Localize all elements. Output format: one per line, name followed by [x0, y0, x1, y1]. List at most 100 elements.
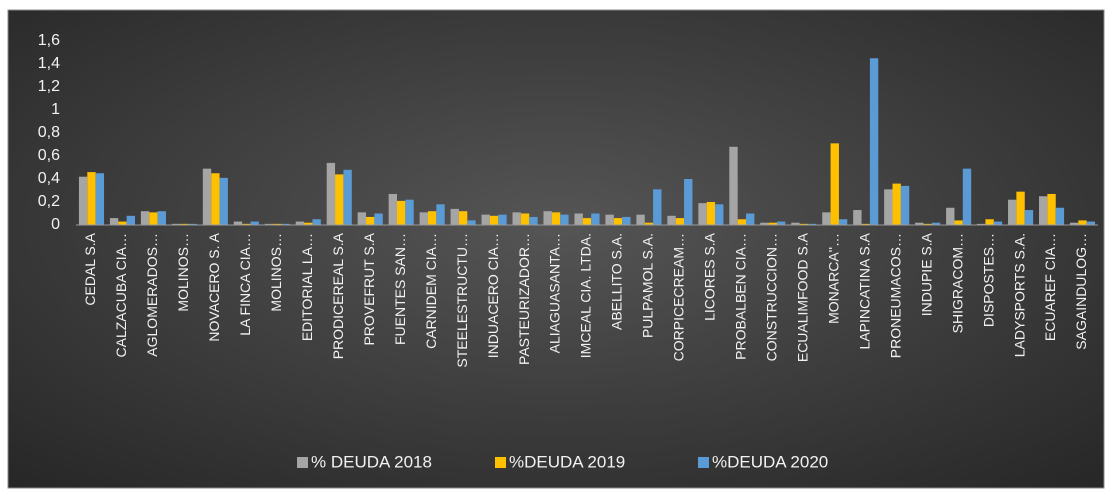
bar: [667, 215, 676, 225]
x-tick-label: CARNIDEM CIA…: [423, 233, 439, 349]
x-tick-label: DISPOSTES…: [980, 233, 996, 327]
bar: [582, 218, 592, 225]
bar: [954, 220, 963, 225]
bar: [706, 202, 716, 225]
bar: [481, 214, 490, 225]
bar: [335, 174, 344, 225]
bar: [1047, 193, 1056, 225]
bar: [304, 222, 313, 225]
x-tick-label: MOLINOS…: [175, 233, 191, 312]
bar: [737, 219, 747, 225]
bar: [830, 143, 839, 225]
bar: [977, 223, 986, 225]
bar: [729, 146, 738, 225]
bar: [366, 216, 375, 225]
bar: [861, 223, 870, 225]
bar: [1024, 210, 1034, 225]
bar: [281, 223, 290, 225]
y-tick-label: 1: [51, 101, 60, 118]
bar: [551, 212, 561, 225]
x-tick-label: INDUPIE S.A: [918, 232, 934, 316]
x-tick-label: STEELESTRUCTU…: [454, 233, 470, 368]
bar: [1008, 199, 1017, 225]
bar: [273, 223, 282, 225]
bar: [807, 223, 817, 225]
bar: [171, 223, 181, 225]
bar: [219, 177, 228, 225]
bar: [126, 215, 135, 225]
bar: [202, 168, 212, 225]
x-tick-label: ECUALIMFOOD S.A: [794, 232, 810, 362]
bar: [768, 222, 777, 225]
y-tick-label: 0,8: [38, 124, 60, 141]
legend-swatch: [698, 457, 709, 468]
chart-background: [7, 9, 1105, 489]
bar: [560, 214, 569, 225]
bar: [884, 189, 893, 225]
x-tick-label: LA FINCA CIA…: [237, 233, 253, 336]
bar: [985, 219, 994, 225]
bar: [242, 223, 251, 225]
bar: [776, 221, 786, 225]
bar: [87, 172, 96, 225]
bar: [644, 222, 654, 225]
x-tick-label: ABELLITO S.A.: [609, 233, 625, 330]
x-tick-label: CALZACUBA CIA…: [113, 233, 129, 357]
bar: [512, 212, 521, 225]
bar: [467, 220, 476, 225]
x-tick-label: PASTEURIZADOR…: [516, 233, 532, 365]
bar: [923, 223, 932, 225]
x-tick-label: LADYSPORTS S.A.: [1011, 233, 1027, 357]
bar: [1016, 191, 1025, 225]
bar: [397, 200, 406, 225]
bar: [109, 218, 119, 225]
bar: [622, 216, 631, 225]
bar: [605, 214, 614, 225]
bar: [450, 208, 459, 225]
bar: [574, 213, 583, 225]
bar: [799, 223, 808, 225]
bar: [458, 211, 468, 225]
bar: [915, 222, 924, 225]
bar: [1069, 222, 1079, 225]
bar: [520, 213, 530, 225]
bar: [118, 221, 127, 225]
bar: [653, 189, 662, 225]
x-tick-label: LAPINCATINA S.A: [856, 232, 872, 349]
x-tick-label: CEDAL S.A: [82, 232, 98, 305]
bar: [188, 223, 197, 225]
bar: [791, 222, 800, 225]
y-tick-label: 1,2: [38, 78, 60, 95]
bar: [760, 222, 769, 225]
bar: [250, 221, 259, 225]
bar: [140, 211, 150, 225]
legend-swatch: [297, 457, 308, 468]
bar: [436, 204, 445, 225]
bar: [180, 223, 189, 225]
legend-label: %DEUDA 2019: [509, 452, 625, 471]
x-tick-label: MONARCA''…: [825, 233, 841, 324]
y-tick-label: 0,2: [38, 193, 60, 210]
bar: [838, 219, 848, 225]
bar: [529, 216, 538, 225]
legend-label: %DEUDA 2020: [712, 452, 828, 471]
bar: [900, 185, 910, 225]
y-tick-label: 0,6: [38, 147, 60, 164]
bar: [357, 212, 367, 225]
x-tick-label: ECUAREF CIA…: [1042, 233, 1058, 341]
x-tick-label: NOVACERO S. A: [206, 232, 222, 341]
bar: [95, 173, 105, 225]
bar: [543, 211, 552, 225]
x-tick-label: IMCEAL CIA. LTDA.: [578, 233, 594, 358]
x-tick-label: PRONEUMACOS…: [887, 233, 903, 358]
bar: [613, 218, 623, 225]
bar: [892, 183, 901, 225]
bar: [715, 204, 724, 225]
bar: [931, 222, 941, 225]
x-tick-label: AGLOMERADOS…: [144, 233, 160, 357]
x-tick-label: PULPAMOL S.A.: [640, 233, 656, 338]
y-tick-label: 0: [51, 216, 60, 233]
bar: [962, 168, 972, 225]
